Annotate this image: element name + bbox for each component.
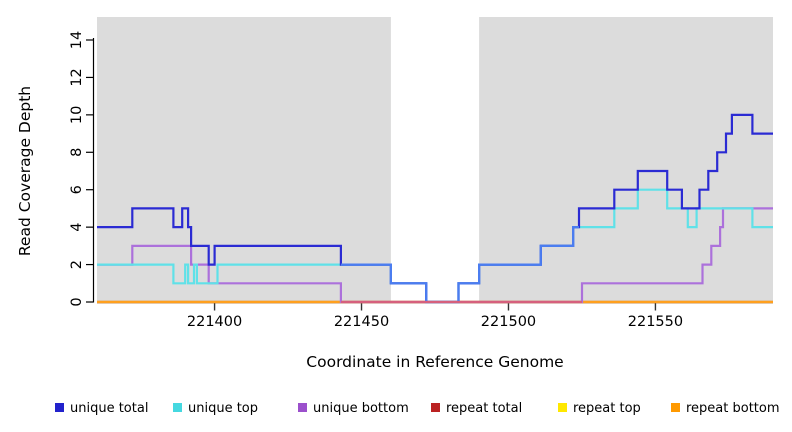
y-tick-label: 0 [69,297,85,306]
legend-swatch-unique-total [55,403,64,412]
x-tick-label: 221550 [628,314,683,330]
y-tick-label: 10 [69,106,85,124]
y-tick-label: 4 [69,223,85,232]
y-tick-label: 8 [69,148,85,157]
legend-swatch-repeat-bottom [671,403,680,412]
masked-region [390,17,480,302]
x-tick-label: 221450 [334,314,389,330]
legend-item-repeat-top: repeat top [558,401,641,416]
legend-item-unique-bottom: unique bottom [298,401,409,416]
legend-label: repeat bottom [686,401,780,416]
y-tick-label: 12 [69,68,85,86]
legend-swatch-unique-top [173,403,182,412]
legend-swatch-unique-bottom [298,403,307,412]
overlap-line-unique-total-over-unique-top [340,226,579,304]
legend-item-unique-total: unique total [55,401,148,416]
y-tick-label: 2 [69,260,85,269]
legend-item-unique-top: unique top [173,401,258,416]
y-tick-label: 14 [69,31,85,49]
legend-swatch-repeat-total [431,403,440,412]
legend-swatch-repeat-top [558,403,567,412]
x-tick-label: 221500 [481,314,536,330]
legend-label: unique top [188,401,258,416]
legend-label: unique total [70,401,148,416]
x-axis-title: Coordinate in Reference Genome [306,353,563,371]
series-line-unique-bottom [97,207,773,304]
legend-label: repeat total [446,401,522,416]
y-tick-label: 6 [69,185,85,194]
legend-label: repeat top [573,401,641,416]
y-axis-title: Read Coverage Depth [16,86,34,256]
legend-label: unique bottom [313,401,409,416]
x-tick-label: 221400 [187,314,242,330]
legend-item-repeat-bottom: repeat bottom [671,401,780,416]
legend-item-repeat-total: repeat total [431,401,522,416]
